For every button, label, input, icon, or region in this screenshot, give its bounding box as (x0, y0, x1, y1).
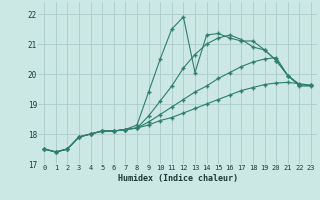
X-axis label: Humidex (Indice chaleur): Humidex (Indice chaleur) (118, 174, 238, 183)
